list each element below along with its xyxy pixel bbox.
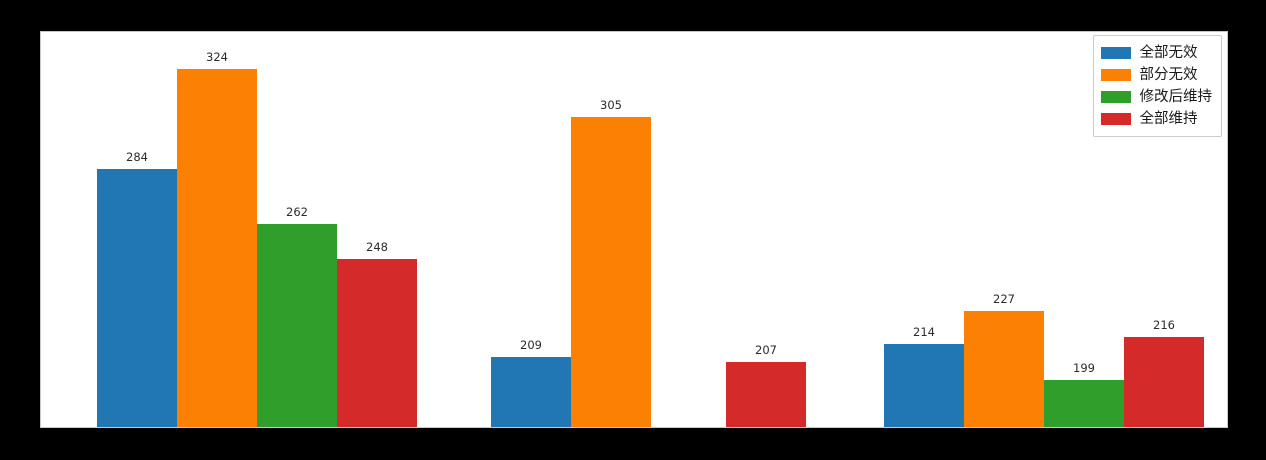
bar-rect: [257, 224, 337, 427]
bar-value-label: 262: [286, 204, 308, 219]
legend-entry-xiugaihou-weichi[interactable]: 修改后维持: [1100, 86, 1213, 108]
bar-value-label: 305: [600, 97, 622, 112]
legend-label: 修改后维持: [1139, 88, 1213, 105]
bar-value-label: 284: [126, 149, 148, 164]
bar-rect: [1044, 380, 1124, 427]
bar-value-label: 209: [520, 337, 542, 352]
bar-rect: [964, 311, 1044, 427]
bar-全部无效-209[interactable]: 209: [491, 339, 571, 427]
legend-entry-quanbu-weichi[interactable]: 全部维持: [1100, 108, 1213, 130]
bar-修改后维持-262[interactable]: 262: [257, 206, 337, 427]
legend-entry-quanbu-wuxiao[interactable]: 全部无效: [1100, 42, 1213, 64]
bar-全部维持-207[interactable]: 207: [726, 344, 806, 427]
legend-swatch-icon: [1100, 47, 1131, 59]
legend-swatch-icon: [1100, 69, 1131, 81]
bar-rect: [97, 169, 177, 427]
bar-修改后维持-199[interactable]: 199: [1044, 362, 1124, 427]
bar-rect: [337, 259, 417, 427]
legend-label: 全部无效: [1139, 44, 1198, 61]
legend-label: 部分无效: [1139, 66, 1198, 83]
bar-value-label: 216: [1153, 317, 1175, 332]
bar-全部维持-216[interactable]: 216: [1124, 319, 1204, 427]
bar-部分无效-227[interactable]: 227: [964, 293, 1044, 427]
bar-rect: [884, 344, 964, 427]
legend-swatch-icon: [1100, 113, 1131, 125]
bar-value-label: 227: [993, 291, 1015, 306]
legend-label: 全部维持: [1139, 110, 1198, 127]
bar-value-label: 199: [1073, 360, 1095, 375]
bar-部分无效-305[interactable]: 305: [571, 99, 651, 427]
bar-rect: [491, 357, 571, 427]
legend-swatch-icon: [1100, 91, 1131, 103]
bar-value-label: 248: [366, 239, 388, 254]
plot-area: 284 324 262 248 209 305 207 214 227 199 216 全部无效部分…: [40, 31, 1228, 428]
bar-全部无效-214[interactable]: 214: [884, 326, 964, 427]
legend-entry-bufen-wuxiao[interactable]: 部分无效: [1100, 64, 1213, 86]
chart-legend[interactable]: 全部无效部分无效修改后维持全部维持: [1092, 35, 1222, 137]
bar-rect: [177, 69, 257, 427]
bar-rect: [726, 362, 806, 427]
bar-value-label: 214: [913, 324, 935, 339]
bar-全部无效-284[interactable]: 284: [97, 151, 177, 427]
bar-rect: [571, 117, 651, 427]
bar-value-label: 207: [755, 342, 777, 357]
bar-rect: [1124, 337, 1204, 427]
bar-value-label: 324: [206, 49, 228, 64]
bar-全部维持-248[interactable]: 248: [337, 241, 417, 427]
bar-container: 284 324 262 248 209 305 207 214 227 199 216: [41, 32, 1227, 427]
bar-部分无效-324[interactable]: 324: [177, 51, 257, 427]
